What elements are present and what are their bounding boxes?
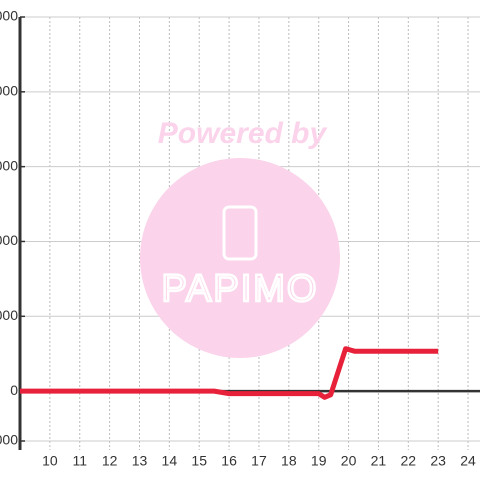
- x-tick-label: 11: [72, 453, 87, 469]
- y-tick-label: 150,000: [0, 8, 18, 24]
- x-tick-label: 22: [401, 453, 417, 469]
- x-tick-label: 19: [311, 453, 327, 469]
- x-tick-label: 17: [251, 453, 267, 469]
- x-tick-label: 21: [371, 453, 387, 469]
- y-tick-label: 120,000: [0, 83, 18, 99]
- watermark-icon: [222, 205, 258, 261]
- line-series: [20, 346, 439, 400]
- watermark-logo: PAPIMO: [162, 268, 319, 310]
- x-tick-label: 15: [191, 453, 207, 469]
- x-tick-label: 23: [430, 453, 446, 469]
- watermark-text: Powered by: [158, 117, 328, 150]
- x-tick-label: 12: [102, 453, 118, 469]
- x-tick-label: 13: [132, 453, 148, 469]
- x-tick-label: 20: [341, 453, 357, 469]
- y-tick-label: 90,000: [0, 157, 18, 173]
- x-tick-label: 18: [281, 453, 297, 469]
- y-tick-label: -20,000: [0, 432, 18, 448]
- y-tick-label: 30,000: [0, 307, 18, 323]
- x-tick-label: 24: [460, 453, 476, 469]
- y-tick-label: 0: [10, 382, 18, 398]
- x-tick-label: 16: [221, 453, 237, 469]
- x-tick-label: 14: [162, 453, 178, 469]
- x-tick-label: 10: [42, 453, 58, 469]
- y-tick-label: 60,000: [0, 232, 18, 248]
